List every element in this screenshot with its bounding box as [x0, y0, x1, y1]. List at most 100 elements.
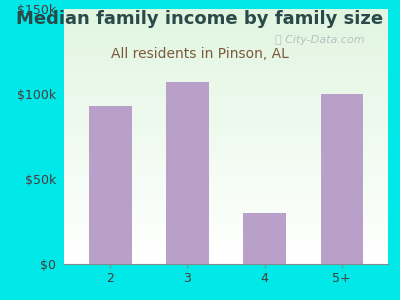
Bar: [64, 91, 388, 92]
Bar: [64, 79, 388, 80]
Bar: [64, 177, 388, 179]
Bar: [64, 50, 388, 52]
Bar: [64, 233, 388, 235]
Bar: [64, 148, 388, 150]
Bar: [64, 249, 388, 250]
Bar: [64, 121, 388, 123]
Bar: [64, 188, 388, 189]
Bar: [64, 154, 388, 155]
Bar: [64, 138, 388, 140]
Bar: [64, 145, 388, 147]
Bar: [64, 75, 388, 77]
Bar: [64, 41, 388, 43]
Bar: [64, 228, 388, 230]
Bar: [64, 28, 388, 29]
Bar: [64, 152, 388, 154]
Bar: [64, 60, 388, 62]
Bar: [64, 223, 388, 225]
Bar: [64, 257, 388, 259]
Bar: [64, 250, 388, 252]
Bar: [64, 215, 388, 216]
Bar: [64, 22, 388, 24]
Bar: [64, 225, 388, 226]
Bar: [64, 130, 388, 131]
Bar: [64, 87, 388, 89]
Bar: [64, 89, 388, 91]
Bar: [64, 63, 388, 65]
Bar: [64, 106, 388, 108]
Bar: [64, 65, 388, 67]
Bar: [64, 160, 388, 162]
Bar: [64, 118, 388, 119]
Bar: [64, 103, 388, 104]
Bar: [64, 184, 388, 186]
Bar: [64, 11, 388, 12]
Bar: [64, 16, 388, 17]
Bar: [64, 218, 388, 220]
Bar: [64, 247, 388, 249]
Bar: [64, 194, 388, 196]
Bar: [64, 80, 388, 82]
Bar: [64, 143, 388, 145]
Bar: [64, 189, 388, 191]
Bar: [64, 82, 388, 84]
Bar: [64, 68, 388, 70]
Bar: [64, 34, 388, 36]
Bar: [64, 181, 388, 182]
Bar: [64, 240, 388, 242]
Bar: [64, 261, 388, 262]
Bar: [64, 174, 388, 176]
Bar: [64, 179, 388, 181]
Bar: [64, 191, 388, 193]
Bar: [64, 167, 388, 169]
Bar: [64, 208, 388, 210]
Bar: [64, 162, 388, 164]
Bar: [64, 58, 388, 60]
Bar: [64, 254, 388, 256]
Bar: [64, 196, 388, 198]
Text: All residents in Pinson, AL: All residents in Pinson, AL: [111, 46, 289, 61]
Bar: [64, 124, 388, 126]
Bar: [64, 29, 388, 31]
Bar: [64, 211, 388, 213]
Bar: [64, 200, 388, 201]
Bar: [64, 232, 388, 233]
Bar: [64, 84, 388, 85]
Bar: [243, 213, 286, 264]
Text: ⓘ City-Data.com: ⓘ City-Data.com: [275, 34, 364, 45]
Bar: [64, 169, 388, 170]
Bar: [64, 57, 388, 58]
Bar: [64, 26, 388, 28]
Bar: [64, 245, 388, 247]
Bar: [64, 21, 388, 22]
Bar: [64, 201, 388, 203]
Bar: [64, 157, 388, 159]
Bar: [64, 77, 388, 79]
Bar: [64, 193, 388, 194]
Bar: [64, 205, 388, 206]
Bar: [64, 53, 388, 55]
Bar: [64, 9, 388, 11]
Bar: [64, 128, 388, 130]
Bar: [64, 114, 388, 116]
Bar: [64, 38, 388, 40]
Bar: [64, 108, 388, 109]
Bar: [64, 92, 388, 94]
Bar: [64, 159, 388, 160]
Bar: [64, 186, 388, 188]
Bar: [64, 126, 388, 128]
Bar: [64, 55, 388, 57]
Bar: [64, 252, 388, 254]
Bar: [64, 104, 388, 106]
Bar: [64, 14, 388, 16]
Bar: [64, 123, 388, 124]
Bar: [64, 74, 388, 75]
Bar: [64, 142, 388, 143]
Bar: [64, 119, 388, 121]
Bar: [64, 220, 388, 221]
Bar: [64, 96, 388, 98]
Bar: [64, 40, 388, 41]
Bar: [64, 244, 388, 245]
Bar: [64, 210, 388, 211]
Bar: [89, 106, 132, 264]
